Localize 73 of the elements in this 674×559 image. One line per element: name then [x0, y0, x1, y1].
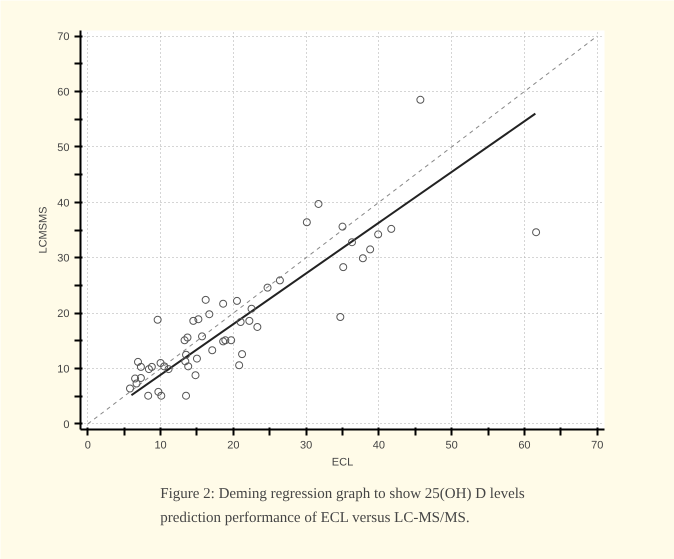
point: [348, 238, 356, 246]
point: [532, 228, 540, 236]
y-tick-label: 20: [57, 308, 70, 320]
y-tick-label: 30: [57, 252, 70, 265]
x-tick-label: 30: [300, 440, 312, 452]
point: [264, 284, 272, 292]
point: [416, 96, 424, 104]
point: [164, 365, 173, 374]
point: [136, 362, 145, 371]
y-tick-label: 40: [57, 197, 70, 210]
point: [144, 365, 153, 374]
point: [219, 337, 228, 346]
point: [132, 380, 141, 388]
point: [183, 334, 192, 342]
point: [248, 304, 256, 313]
point: [338, 222, 346, 231]
point: [148, 362, 156, 371]
point: [366, 245, 374, 254]
point: [157, 392, 166, 400]
point: [339, 263, 348, 272]
point: [387, 224, 396, 233]
point: [144, 392, 152, 400]
x-tick-label: 0: [84, 440, 91, 452]
x-tick-label: 40: [372, 440, 386, 452]
y-tick-label: 70: [57, 31, 70, 44]
x-tick-label: 20: [227, 440, 240, 452]
point: [336, 313, 344, 321]
point: [126, 384, 134, 392]
point: [202, 296, 210, 304]
point: [232, 296, 241, 305]
point: [182, 350, 190, 359]
y-tick-label: 10: [57, 364, 70, 376]
y-tick-label: 50: [57, 142, 70, 154]
point: [238, 350, 246, 358]
point: [182, 392, 190, 400]
point: [245, 316, 254, 325]
x-tick-label: 60: [518, 440, 531, 452]
point: [374, 230, 382, 238]
point: [219, 300, 228, 308]
point: [136, 374, 145, 382]
point: [184, 362, 192, 370]
point: [189, 316, 198, 325]
point: [181, 357, 190, 366]
point: [235, 361, 244, 370]
point: [276, 276, 284, 284]
point: [227, 336, 236, 344]
point: [205, 310, 214, 318]
point: [192, 354, 201, 363]
point: [221, 336, 230, 344]
caption: Figure 2: Deming regression graph to show 25(OH) D levels prediction performance of ECL versus LC-MS/MS.: [160, 486, 525, 526]
y-tick-label: 60: [57, 86, 70, 98]
point: [134, 358, 142, 366]
point: [180, 336, 189, 344]
point: [358, 254, 367, 262]
point: [154, 316, 162, 324]
y-tick-label: 0: [63, 418, 70, 431]
point: [198, 332, 206, 340]
point: [160, 362, 168, 370]
x-tick-label: 50: [446, 440, 458, 452]
point: [191, 371, 200, 380]
point: [208, 346, 216, 354]
point: [131, 374, 140, 383]
point: [194, 315, 202, 324]
point: [314, 200, 322, 208]
point: [236, 318, 245, 326]
x-tick-label: 10: [154, 440, 167, 452]
x-axis-title: ECL: [332, 456, 354, 468]
point: [302, 218, 311, 226]
y-axis-title: LCMSMS: [37, 206, 50, 254]
point: [253, 322, 262, 331]
point: [154, 388, 162, 396]
point: [156, 359, 165, 367]
x-tick-label: 70: [591, 440, 604, 452]
